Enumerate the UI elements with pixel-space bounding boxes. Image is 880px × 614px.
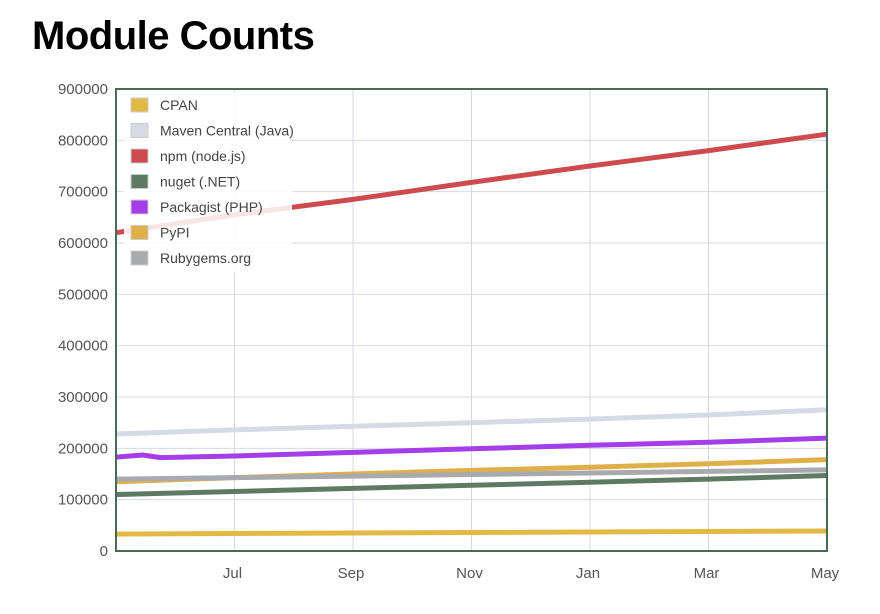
- series-line-cpan: [115, 528, 828, 537]
- x-tick-label: Mar: [694, 565, 720, 582]
- x-tick-label: Jul: [223, 565, 242, 582]
- series-line-nuget-net: [115, 473, 828, 497]
- series-line-rubygems-org: [115, 467, 828, 482]
- legend-swatch-nuget-net: [130, 174, 149, 189]
- y-tick-label: 300000: [58, 389, 108, 406]
- y-tick-label: 600000: [58, 235, 108, 252]
- legend-background: [124, 92, 292, 273]
- y-tick-label: 100000: [58, 492, 108, 509]
- legend-label-packagist-php: Packagist (PHP): [160, 199, 263, 215]
- y-tick-label: 800000: [58, 132, 108, 149]
- x-tick-label: Sep: [338, 565, 365, 582]
- x-tick-label: May: [811, 565, 840, 582]
- legend-swatch-maven-central-java: [130, 123, 149, 138]
- y-tick-label: 700000: [58, 184, 108, 201]
- chart-title: Module Counts: [32, 14, 315, 58]
- legend-label-rubygems-org: Rubygems.org: [160, 250, 251, 266]
- legend-swatch-packagist-php: [130, 199, 149, 215]
- y-tick-label: 0: [100, 543, 108, 560]
- series-line-packagist-php: [115, 435, 828, 461]
- legend-swatch-rubygems-org: [130, 250, 149, 266]
- x-tick-label: Nov: [456, 565, 483, 582]
- plot-frame: [115, 88, 828, 552]
- x-axis-ticks: Jul Sep Nov Jan Mar May: [223, 565, 840, 582]
- y-tick-label: 200000: [58, 440, 108, 457]
- legend-label-cpan: CPAN: [160, 97, 198, 113]
- legend-swatch-npm-node-js: [130, 148, 149, 164]
- x-tick-label: Jan: [576, 565, 600, 582]
- legend: CPAN Maven Central (Java) npm (node.js) nug…: [124, 92, 294, 273]
- legend-label-maven-central-java: Maven Central (Java): [160, 123, 294, 139]
- y-tick-label: 500000: [58, 286, 108, 303]
- legend-swatch-pypi: [130, 225, 149, 240]
- legend-label-npm-node-js: npm (node.js): [160, 148, 246, 164]
- legend-swatch-cpan: [130, 97, 149, 113]
- legend-label-nuget-net: nuget (.NET): [160, 174, 240, 190]
- legend-label-pypi: PyPI: [160, 225, 190, 241]
- series-line-maven-central-java: [115, 407, 828, 437]
- y-axis-ticks: 0 100000 200000 300000 400000 500000 600000 700…: [58, 81, 108, 560]
- y-tick-label: 900000: [58, 81, 108, 98]
- y-tick-label: 400000: [58, 338, 108, 355]
